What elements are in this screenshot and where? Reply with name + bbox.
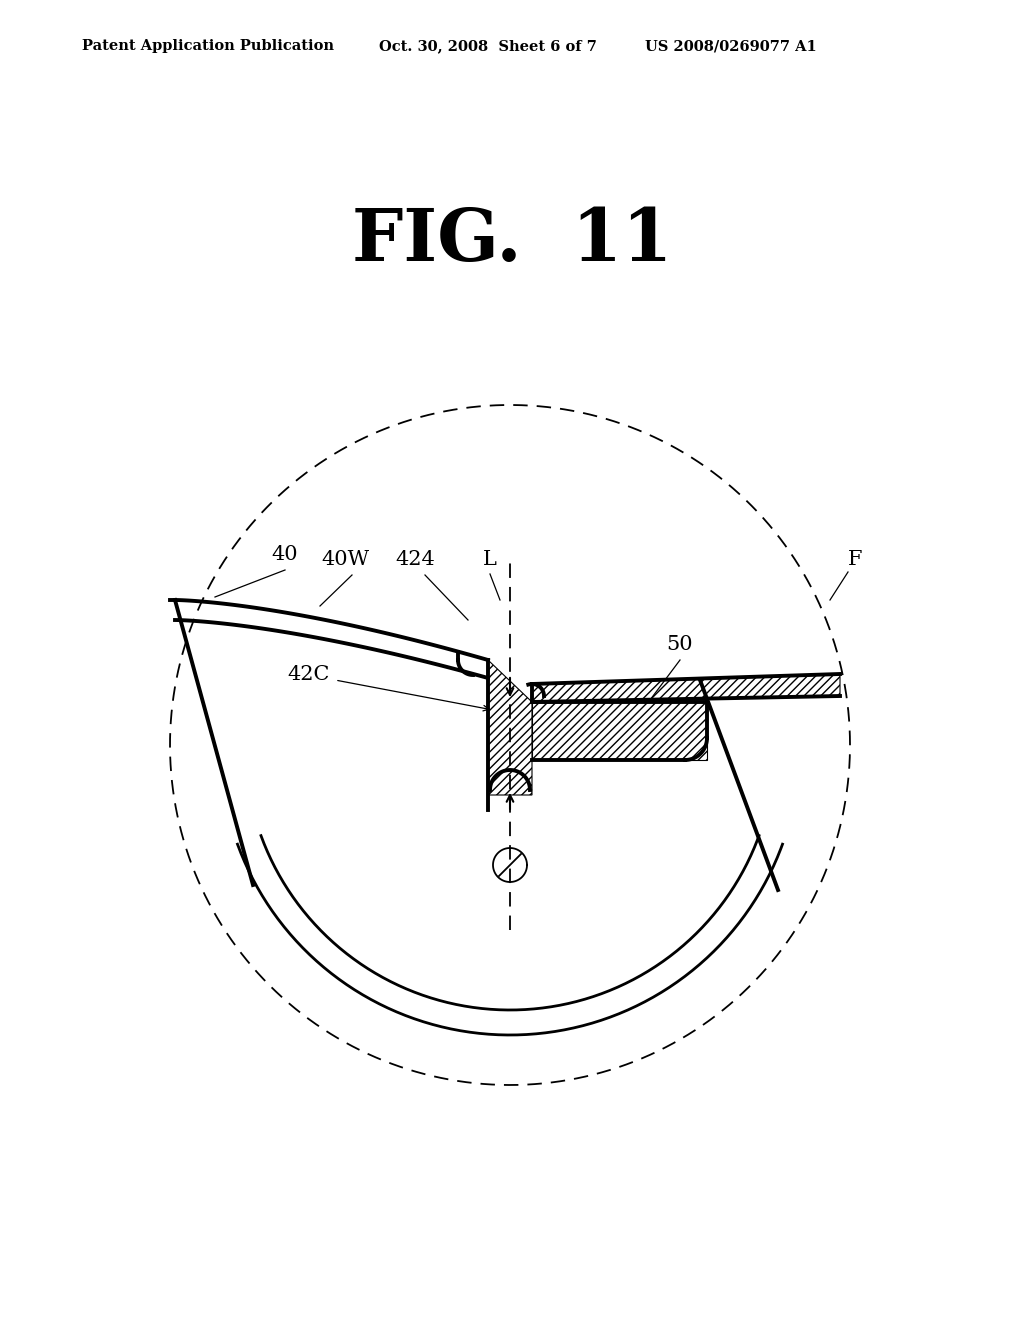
Text: 424: 424 xyxy=(395,550,435,569)
Text: Patent Application Publication: Patent Application Publication xyxy=(82,40,334,53)
Text: 50: 50 xyxy=(667,635,693,653)
Polygon shape xyxy=(488,770,532,795)
Text: 42C: 42C xyxy=(288,665,330,684)
Text: Oct. 30, 2008  Sheet 6 of 7: Oct. 30, 2008 Sheet 6 of 7 xyxy=(379,40,597,53)
Text: 40: 40 xyxy=(271,545,298,564)
Polygon shape xyxy=(532,675,840,702)
Text: L: L xyxy=(483,550,497,569)
Text: 40W: 40W xyxy=(321,550,369,569)
Polygon shape xyxy=(488,660,532,789)
Polygon shape xyxy=(532,702,707,760)
Text: US 2008/0269077 A1: US 2008/0269077 A1 xyxy=(645,40,817,53)
Text: FIG.  11: FIG. 11 xyxy=(352,205,672,276)
Text: F: F xyxy=(848,550,862,569)
